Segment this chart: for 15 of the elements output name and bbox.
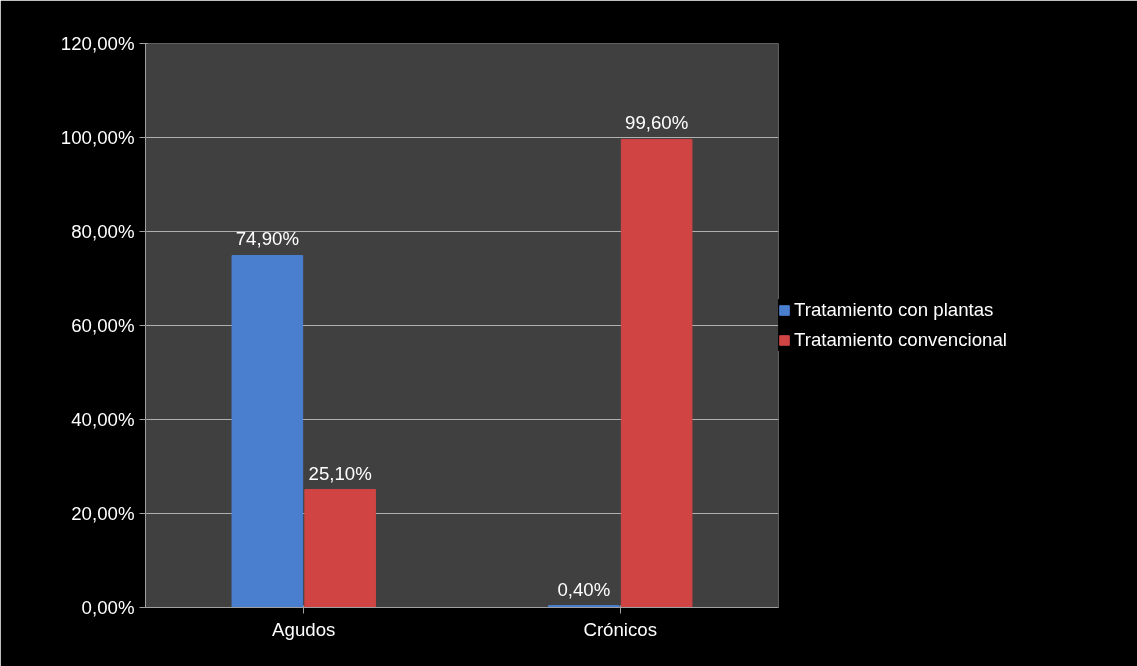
data-label: 0,40%: [557, 578, 611, 600]
x-tick-label: Crónicos: [583, 618, 658, 640]
legend-label: Tratamiento con plantas: [794, 299, 994, 321]
data-label: 74,90%: [235, 228, 299, 250]
y-tick-label: 100,00%: [60, 127, 135, 148]
data-label: 99,60%: [625, 112, 689, 134]
y-tick-label: 120,00%: [60, 33, 135, 54]
y-tick-label: 40,00%: [71, 409, 135, 430]
y-tick-label: 60,00%: [71, 315, 135, 336]
legend-label: Tratamiento convencional: [794, 329, 1007, 351]
y-tick-label: 20,00%: [71, 503, 135, 524]
y-tick-label: 80,00%: [71, 221, 135, 242]
y-tick-label: 0,00%: [81, 597, 135, 618]
data-label: 25,10%: [308, 462, 372, 484]
x-tick-label: Agudos: [272, 618, 336, 640]
